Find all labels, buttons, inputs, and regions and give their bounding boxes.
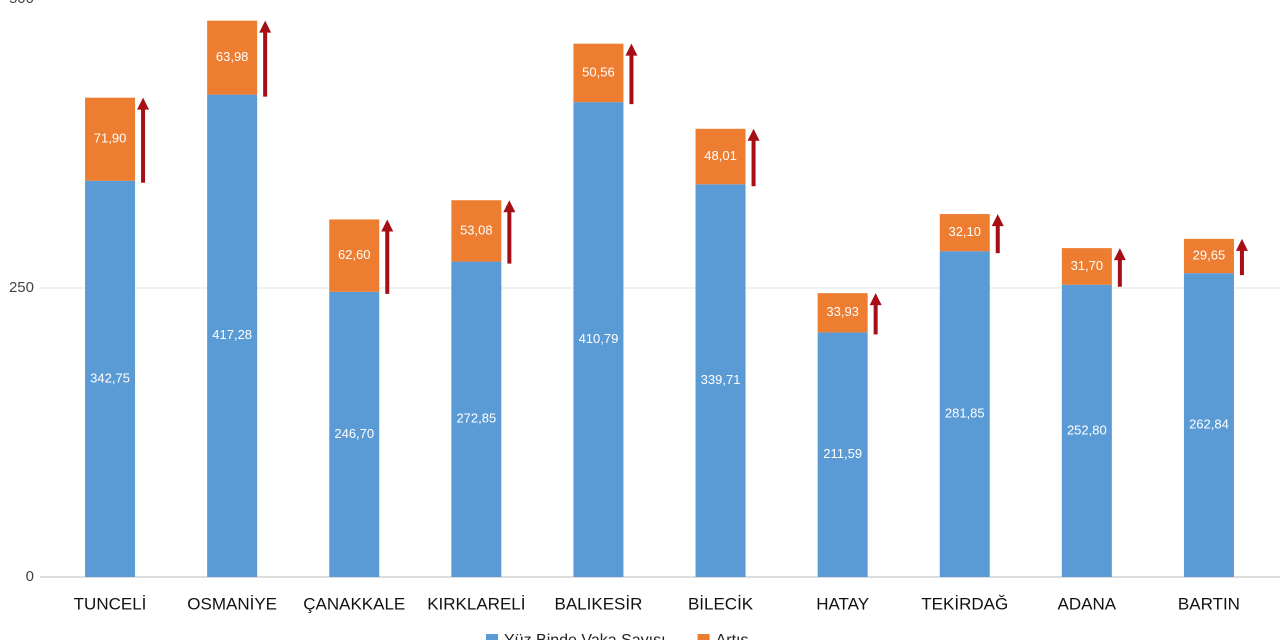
value-label: 71,90 [94,131,127,146]
value-label: 53,08 [460,222,493,237]
value-label: 50,56 [582,64,615,79]
arrow-head [381,219,394,232]
arrow-head [747,128,760,141]
value-label: 31,70 [1071,258,1104,273]
bar-segment [939,214,990,252]
arrow-head [625,43,638,56]
bar-segment [695,184,746,578]
value-label: 281,85 [945,406,985,421]
legend-swatch [697,634,710,640]
y-tick-label: 500 [9,0,34,7]
bar-segment [329,219,380,292]
value-label: 48,01 [704,148,737,163]
y-tick-label: 250 [9,279,34,296]
x-tick-label: BARTIN [1178,594,1240,613]
value-label: 417,28 [212,327,252,342]
arrow-head [259,20,272,33]
bar-segment [1183,273,1234,577]
value-label: 63,98 [216,49,249,64]
value-label: 410,79 [579,331,619,346]
value-label: 262,84 [1189,417,1229,432]
bar-segment [817,332,868,577]
bar-segment [451,261,502,577]
bar-segment [695,128,746,185]
x-tick-label: KIRKLARELİ [427,594,525,613]
value-label: 342,75 [90,370,130,385]
bar-segment [1061,284,1112,577]
arrow-head [869,293,882,306]
bar-segment [207,20,258,95]
arrow-head [137,97,150,110]
x-tick-label: TEKİRDAĞ [921,594,1008,613]
value-label: 339,71 [701,372,741,387]
legend-label: Artış [716,632,749,640]
value-label: 29,65 [1193,247,1226,262]
x-tick-label: BALIKESİR [555,594,643,613]
bar-segment [573,102,624,577]
value-label: 32,10 [948,224,981,239]
bar-segment [817,293,868,333]
bar-segment [1183,238,1234,274]
bar-segment [1061,248,1112,285]
x-tick-label: BİLECİK [688,594,754,613]
bar-segment [939,251,990,577]
value-label: 272,85 [456,411,496,426]
value-label: 252,80 [1067,422,1107,437]
bar-segment [85,180,136,577]
value-label: 211,59 [823,446,862,461]
legend-label: Yüz Binde Vaka Sayısı [504,632,666,640]
bar-segment [451,200,502,262]
bar-segment [85,97,136,181]
legend-swatch [486,634,498,640]
x-tick-label: ÇANAKKALE [303,594,405,613]
bar-segment [207,94,258,577]
bar-segment [573,43,624,103]
arrow-head [991,214,1004,227]
x-tick-label: TUNCELİ [74,594,147,613]
x-tick-label: OSMANİYE [187,594,277,613]
arrow-head [503,200,516,213]
bar-segment [329,291,380,577]
arrow-head [1235,238,1248,251]
y-tick-label: 0 [26,568,34,585]
x-tick-label: HATAY [816,594,869,613]
x-tick-label: ADANA [1058,594,1117,613]
value-label: 246,70 [334,426,374,441]
value-label: 62,60 [338,247,371,262]
value-label: 33,93 [826,304,859,319]
arrow-head [1113,248,1126,261]
